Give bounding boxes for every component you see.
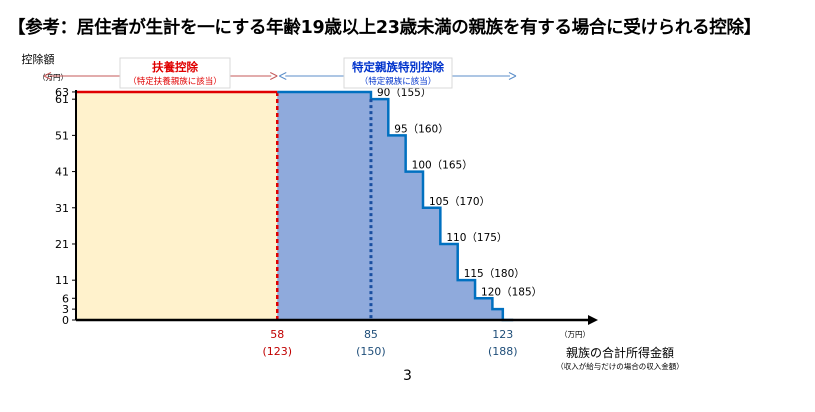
tokutei-range-arrow-left — [279, 72, 287, 80]
y-tick-label-0: 0 — [62, 314, 69, 327]
y-axis-title: 控除額 — [22, 52, 55, 66]
y-tick-label-4: 21 — [55, 238, 69, 251]
y-tick-label-2: 6 — [62, 292, 69, 305]
y-tick-label-1: 3 — [62, 303, 69, 316]
x-tick-label-0: 58 — [270, 328, 284, 341]
tokutei-range-arrow-right — [508, 72, 517, 80]
tokutei-step-line — [277, 90, 514, 322]
x-axis-unit: （万円） — [560, 330, 590, 339]
fuyo-region-fill — [76, 91, 278, 320]
x-tick-label-2: 123 — [492, 328, 513, 341]
tokutei-label-title: 特定親族特別控除 — [352, 60, 444, 74]
y-tick-label-7: 51 — [55, 129, 69, 142]
fuyo-label-box — [119, 57, 231, 89]
step-label-3: 100（165） — [412, 160, 473, 172]
tokutei-region-fill — [277, 91, 514, 320]
x-tick-label-1: 85 — [364, 328, 378, 341]
step-label-6: 115（180） — [464, 268, 525, 280]
x-axis-title: 親族の合計所得金額 — [566, 345, 674, 360]
fuyo-range-arrow-right — [270, 72, 278, 80]
y-tick-label-6: 41 — [55, 166, 69, 179]
x-tick-sublabel-1: (150) — [356, 345, 386, 358]
fuyo-label-note: （特定扶養親族に該当） — [128, 76, 222, 87]
y-axis-unit: （万円） — [38, 73, 68, 82]
fuyo-range-arrow-left — [43, 72, 52, 80]
step-label-1: 90（155） — [377, 87, 431, 99]
tokutei-label-box — [343, 57, 453, 89]
tokutei-label-note: （特定親族に該当） — [360, 76, 437, 87]
fuyo-label-title: 扶養控除 — [152, 60, 198, 74]
step-label-7: 120（185） — [481, 286, 542, 298]
y-tick-label-3: 11 — [55, 274, 69, 287]
x-tick-sublabel-0: (123) — [262, 345, 292, 358]
y-tick-label-8: 61 — [55, 93, 69, 106]
y-tick-label-9: 63 — [55, 86, 69, 99]
step-label-4: 105（170） — [429, 196, 490, 208]
x-axis-subtitle: （収入が給与だけの場合の収入金額） — [556, 361, 684, 371]
step-label-5: 110（175） — [446, 232, 507, 244]
page-title: 【参考：居住者が生計を一にする年齢19歳以上23歳未満の親族を有する場合に受けら… — [8, 18, 761, 38]
step-label-2: 95（160） — [394, 123, 448, 135]
x-axis-arrow — [588, 315, 598, 325]
page-number: 3 — [403, 368, 412, 384]
x-tick-sublabel-2: (188) — [488, 345, 518, 358]
y-tick-label-5: 31 — [55, 202, 69, 215]
